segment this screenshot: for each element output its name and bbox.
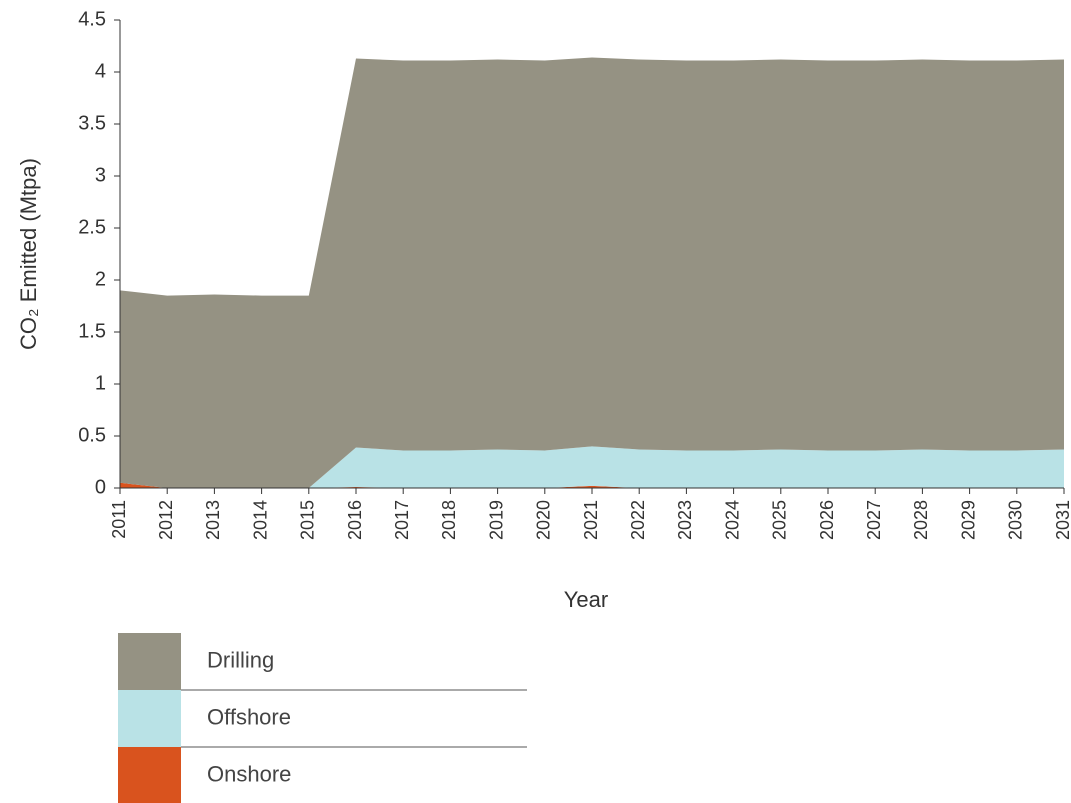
x-tick-label: 2020 (534, 500, 554, 540)
x-tick-label: 2021 (581, 500, 601, 540)
x-tick-label: 2025 (770, 500, 790, 540)
x-tick-label: 2026 (817, 500, 837, 540)
y-tick-label: 1.5 (78, 320, 106, 342)
x-axis-label: Year (564, 587, 608, 612)
y-tick-label: 3.5 (78, 112, 106, 134)
y-tick-label: 1 (95, 372, 106, 394)
legend-swatch (118, 690, 181, 747)
x-tick-label: 2016 (345, 500, 365, 540)
x-tick-label: 2014 (250, 500, 270, 540)
y-tick-label: 3 (95, 164, 106, 186)
y-tick-label: 0 (95, 476, 106, 498)
x-tick-label: 2023 (675, 500, 695, 540)
y-tick-label: 4 (95, 60, 106, 82)
legend-swatch (118, 633, 181, 690)
x-tick-label: 2028 (911, 500, 931, 540)
x-tick-label: 2018 (439, 500, 459, 540)
x-tick-label: 2011 (109, 500, 129, 539)
x-tick-label: 2015 (298, 500, 318, 540)
x-tick-label: 2013 (203, 500, 223, 540)
area (120, 446, 1064, 488)
legend-label: Onshore (207, 761, 291, 786)
y-tick-label: 0.5 (78, 424, 106, 446)
y-tick-label: 4.5 (78, 8, 106, 30)
y-axis-label: CO₂ Emitted (Mtpa) (16, 158, 41, 350)
x-tick-label: 2027 (864, 500, 884, 540)
x-tick-label: 2024 (722, 500, 742, 540)
legend-label: Offshore (207, 704, 291, 729)
area (120, 57, 1064, 488)
x-tick-label: 2012 (156, 500, 176, 540)
x-tick-label: 2031 (1053, 500, 1071, 540)
x-tick-label: 2017 (392, 500, 412, 540)
x-tick-label: 2030 (1006, 500, 1026, 540)
area (120, 482, 1064, 488)
y-tick-label: 2.5 (78, 216, 106, 238)
y-tick-label: 2 (95, 268, 106, 290)
x-tick-label: 2029 (958, 500, 978, 540)
x-tick-label: 2022 (628, 500, 648, 540)
x-tick-label: 2019 (486, 500, 506, 540)
legend-label: Drilling (207, 647, 274, 672)
legend-swatch (118, 747, 181, 803)
